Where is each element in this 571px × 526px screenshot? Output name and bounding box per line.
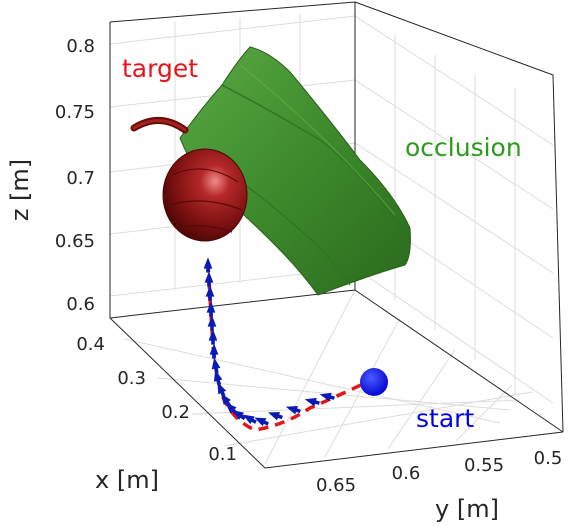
- y-axis-ticks: 0.65 0.6 0.55 0.5: [316, 448, 562, 496]
- approach-arrow-icon: [203, 257, 213, 273]
- z-axis-label: z [m]: [6, 159, 34, 221]
- z-axis-ticks: 0.6 0.65 0.7 0.75 0.8: [55, 36, 95, 315]
- approach-arrow-icon: [209, 343, 219, 359]
- x-tick: 0.4: [76, 334, 105, 355]
- sweet-pepper-icon: [130, 117, 248, 242]
- start-sphere-icon: [360, 368, 388, 396]
- approach-arrow-icon: [254, 417, 269, 427]
- trajectory-path: [206, 261, 366, 432]
- approach-arrow-icon: [206, 301, 216, 317]
- approach-arrow-icon: [208, 329, 218, 345]
- y-tick: 0.65: [316, 475, 356, 496]
- y-tick: 0.6: [392, 463, 421, 484]
- y-tick: 0.55: [464, 455, 504, 476]
- approach-arrow-icon: [267, 412, 283, 421]
- approach-arrows: [203, 257, 335, 427]
- z-tick: 0.65: [55, 231, 95, 252]
- y-tick: 0.5: [534, 448, 563, 469]
- approach-arrow-icon: [205, 285, 215, 301]
- x-axis-ticks: 0.1 0.2 0.3 0.4: [76, 334, 237, 465]
- z-tick: 0.75: [55, 102, 95, 123]
- start-label: start: [416, 404, 474, 433]
- approach-arrow-icon: [207, 315, 217, 331]
- approach-arrow-icon: [242, 414, 257, 425]
- occlusion-label: occlusion: [405, 133, 522, 162]
- z-tick: 0.8: [66, 36, 95, 57]
- approach-arrow-icon: [304, 397, 320, 407]
- approach-arrow-icon: [204, 271, 214, 287]
- z-tick: 0.7: [66, 168, 95, 189]
- y-axis-label: y [m]: [435, 495, 499, 523]
- approach-arrow-icon: [232, 409, 246, 421]
- x-tick: 0.1: [208, 444, 237, 465]
- target-label: target: [122, 54, 198, 83]
- approach-arrow-icon: [285, 406, 301, 415]
- approach-arrow-icon: [319, 392, 335, 402]
- x-tick: 0.3: [117, 368, 146, 389]
- x-axis-label: x [m]: [95, 466, 159, 494]
- z-tick: 0.6: [66, 294, 95, 315]
- x-tick: 0.2: [161, 402, 190, 423]
